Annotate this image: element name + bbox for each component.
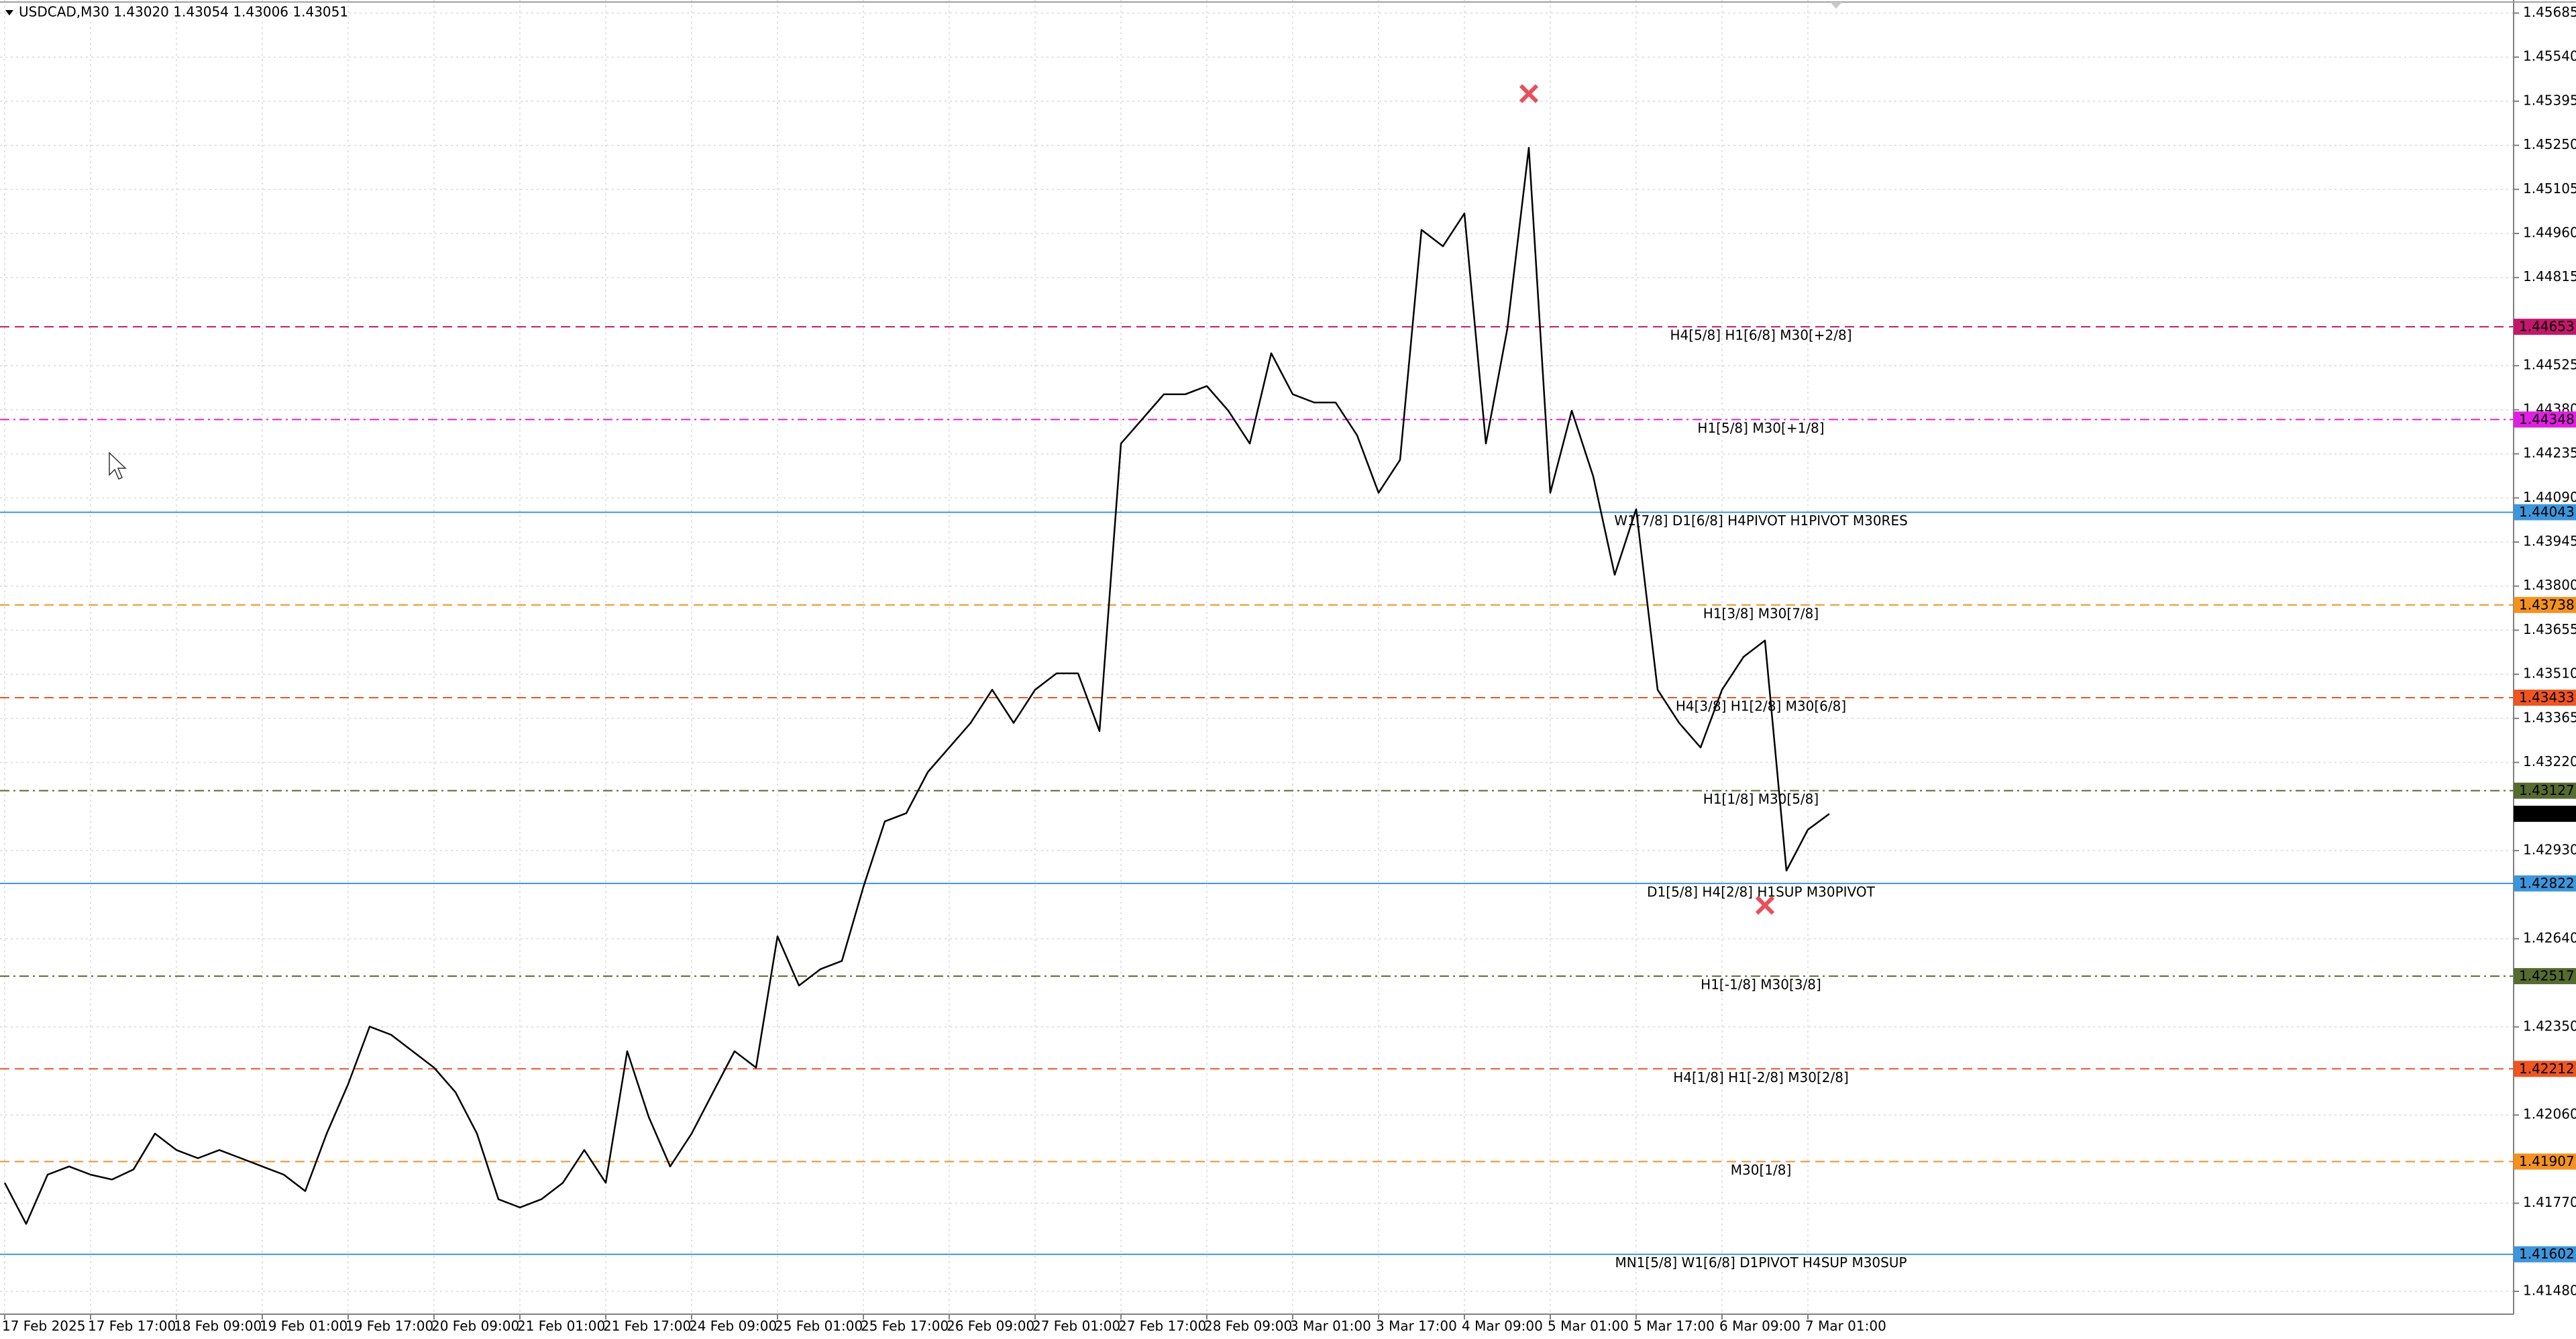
y-tick-label: 1.43365 (2523, 709, 2576, 725)
level-price-label: 1.42822 (2519, 875, 2575, 891)
x-tick-label: 17 Feb 2025 (2, 1318, 85, 1334)
x-tick-label: 6 Mar 09:00 (1719, 1318, 1801, 1334)
y-tick-label: 1.41480 (2523, 1283, 2576, 1299)
x-tick-label: 25 Feb 01:00 (775, 1318, 863, 1334)
level-label: MN1[5/8] W1[6/8] D1PIVOT H4SUP M30SUP (1615, 1254, 1907, 1271)
x-tick-label: 17 Feb 17:00 (88, 1318, 176, 1334)
y-tick-label: 1.42060 (2523, 1106, 2576, 1122)
level-price-box (2514, 1061, 2576, 1077)
x-tick-label: 28 Feb 09:00 (1204, 1318, 1292, 1334)
y-tick-label: 1.44960 (2523, 225, 2576, 241)
x-tick-label: 5 Mar 01:00 (1548, 1318, 1629, 1334)
level-price-box (2514, 1246, 2576, 1263)
y-tick-label: 1.42640 (2523, 930, 2576, 946)
level-price-label: 1.41907 (2519, 1153, 2575, 1169)
level-price-label: 1.44043 (2519, 504, 2575, 520)
marker-stroke (1519, 84, 1539, 103)
level-price-label: 1.43738 (2519, 596, 2575, 612)
level-label: H1[3/8] M30[7/8] (1703, 605, 1819, 621)
level-price-label: 1.44348 (2519, 411, 2575, 427)
level-price-box (2514, 1153, 2576, 1170)
extremum-marker (1519, 84, 1539, 103)
x-tick-label: 18 Feb 09:00 (174, 1318, 262, 1334)
level-label: H1[-1/8] M30[3/8] (1701, 977, 1821, 993)
y-tick-label: 1.44235 (2523, 445, 2576, 461)
y-tick-label: 1.43800 (2523, 577, 2576, 593)
current-price-box (2514, 806, 2576, 822)
y-tick-label: 1.43220 (2523, 753, 2576, 769)
x-tick-label: 20 Feb 09:00 (431, 1318, 519, 1334)
plot (3, 84, 1830, 1225)
shift-marker (1830, 2, 1842, 9)
x-tick-label: 4 Mar 09:00 (1462, 1318, 1543, 1334)
level-price-box (2514, 968, 2576, 985)
grid (0, 0, 2514, 1314)
y-tick-label: 1.44815 (2523, 268, 2576, 284)
symbol-menu-icon[interactable] (5, 10, 13, 15)
extremum-marker (1755, 896, 1775, 915)
y-tick-label: 1.43945 (2523, 533, 2576, 549)
level-price-box (2514, 319, 2576, 335)
level-label: H4[5/8] H1[6/8] M30[+2/8] (1670, 327, 1851, 343)
y-tick-label: 1.42930 (2523, 841, 2576, 857)
level-label: D1[5/8] H4[2/8] H1SUP M30PIVOT (1647, 883, 1875, 900)
level-price-label: 1.42212 (2519, 1061, 2575, 1077)
mouse-cursor (109, 451, 127, 480)
level-label: H1[5/8] M30[+1/8] (1697, 420, 1824, 436)
x-tick-label: 19 Feb 17:00 (345, 1318, 433, 1334)
x-tick-label: 27 Feb 17:00 (1118, 1318, 1206, 1334)
x-tick-label: 3 Mar 17:00 (1376, 1318, 1457, 1334)
level-price-box (2514, 411, 2576, 428)
level-price-box (2514, 875, 2576, 892)
y-tick-label: 1.45105 (2523, 180, 2576, 197)
price-line (3, 146, 1830, 1225)
y-tick-label: 1.43510 (2523, 665, 2576, 682)
level-price-label: 1.43433 (2519, 689, 2575, 705)
x-tick-label: 21 Feb 01:00 (517, 1318, 605, 1334)
y-tick-label: 1.45250 (2523, 136, 2576, 152)
y-tick-label: 1.43655 (2523, 621, 2576, 637)
level-price-label: 1.43127 (2519, 782, 2575, 798)
x-tick-label: 26 Feb 09:00 (947, 1318, 1034, 1334)
x-tick-label: 27 Feb 01:00 (1032, 1318, 1120, 1334)
level-price-label: 1.42517 (2519, 968, 2575, 984)
level-price-label: 1.44653 (2519, 319, 2575, 335)
y-tick-label: 1.45395 (2523, 92, 2576, 108)
level-price-label: 1.41602 (2519, 1246, 2575, 1262)
level-price-box (2514, 504, 2576, 521)
y-tick-label: 1.45540 (2523, 48, 2576, 64)
y-tick-label: 1.41770 (2523, 1194, 2576, 1210)
x-tick-label: 24 Feb 09:00 (689, 1318, 777, 1334)
level-label: H4[3/8] H1[2/8] M30[6/8] (1676, 698, 1846, 714)
x-tick-label: 21 Feb 17:00 (603, 1318, 691, 1334)
y-tick-label: 1.42350 (2523, 1018, 2576, 1034)
chart-header: USDCAD,M30 1.43020 1.43054 1.43006 1.430… (19, 4, 348, 20)
y-tick-label: 1.44090 (2523, 489, 2576, 505)
level-label: M30[1/8] (1731, 1162, 1792, 1178)
x-tick-label: 25 Feb 17:00 (861, 1318, 949, 1334)
y-tick-label: 1.44525 (2523, 357, 2576, 373)
level-label: H1[1/8] M30[5/8] (1703, 791, 1819, 807)
x-tick-label: 7 Mar 01:00 (1805, 1318, 1886, 1334)
current-price-label: 1.43051 (2519, 806, 2575, 822)
marker-stroke (1755, 896, 1775, 915)
x-tick-label: 5 Mar 17:00 (1633, 1318, 1715, 1334)
level-label: W1[7/8] D1[6/8] H4PIVOT H1PIVOT M30RES (1614, 513, 1908, 529)
level-price-box (2514, 782, 2576, 799)
y-tick-label: 1.45685 (2523, 4, 2576, 20)
level-price-box (2514, 689, 2576, 706)
level-price-box (2514, 596, 2576, 613)
x-tick-label: 19 Feb 01:00 (260, 1318, 347, 1334)
level-label: H4[1/8] H1[-2/8] M30[2/8] (1673, 1069, 1849, 1085)
levels: H4[5/8] H1[6/8] M30[+2/8] H1[5/8] M30[+1/… (0, 326, 2514, 1271)
x-tick-label: 3 Mar 01:00 (1290, 1318, 1371, 1334)
